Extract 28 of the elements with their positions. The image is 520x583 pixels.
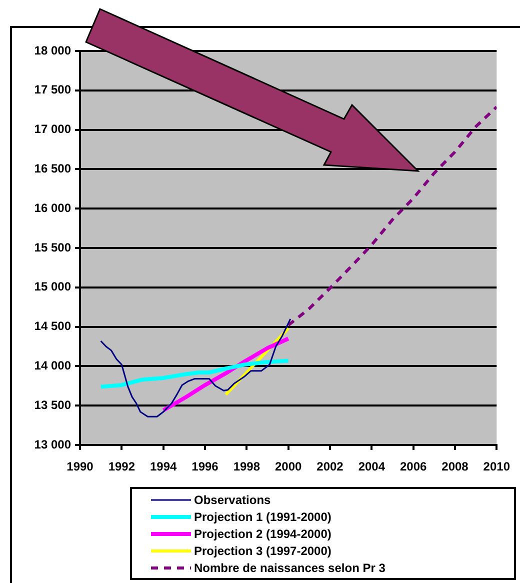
y-tick-label: 14 000 [34, 358, 72, 373]
line-series [286, 105, 497, 327]
legend-label: Projection 2 (1994-2000) [194, 526, 332, 540]
x-tick-label: 1990 [66, 460, 94, 474]
x-tick-label: 2002 [316, 460, 344, 474]
x-tick-label: 1996 [192, 460, 219, 474]
x-tick-label: 2006 [400, 460, 427, 474]
y-tick-label: 15 500 [34, 240, 72, 254]
y-tick-label: 16 000 [34, 200, 72, 215]
y-tick-label: 17 500 [34, 82, 72, 97]
y-tick-label: 15 000 [34, 280, 72, 294]
x-tick-label: 2004 [358, 460, 386, 474]
x-tick-label: 2010 [483, 460, 510, 474]
legend-label: Observations [194, 492, 271, 506]
y-tick-label: 13 000 [34, 437, 72, 452]
legend-label: Nombre de naissances selon Pr 3 [194, 560, 386, 574]
x-tick-label: 1994 [150, 460, 177, 474]
x-tick-label: 1998 [233, 460, 260, 474]
x-tick-label: 2000 [274, 460, 302, 474]
y-tick-label: 14 500 [34, 319, 72, 334]
x-tick-label: 2008 [442, 460, 469, 474]
x-tick-label: 1992 [108, 460, 136, 474]
legend-label: Projection 1 (1991-2000) [194, 510, 332, 524]
y-tick-label: 17 000 [34, 122, 72, 136]
y-tick-label: 18 000 [34, 43, 72, 58]
legend-label: Projection 3 (1997-2000) [194, 544, 332, 558]
y-tick-label: 16 500 [34, 162, 72, 176]
y-tick-label: 13 500 [34, 398, 72, 412]
